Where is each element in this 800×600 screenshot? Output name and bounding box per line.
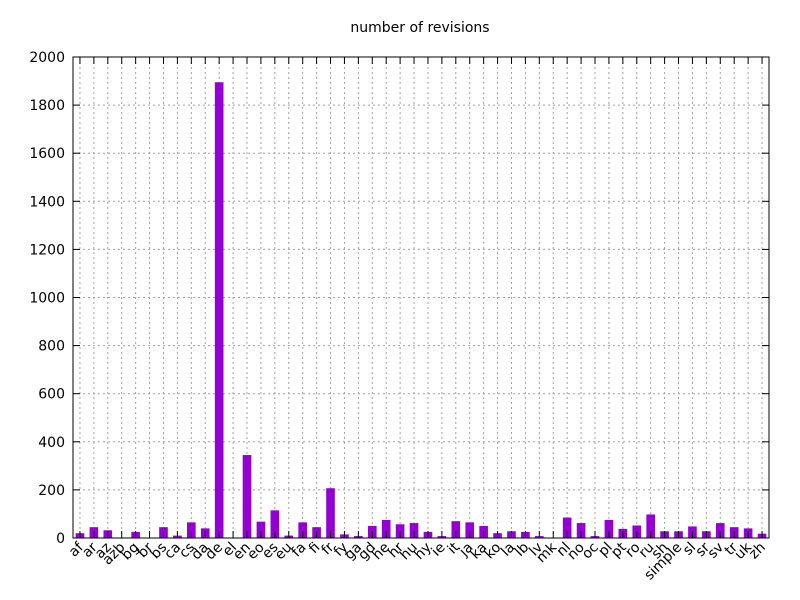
bars [75,82,767,538]
bar-pl [604,519,614,538]
y-tick-label: 0 [56,531,65,547]
bar-nl [562,517,572,538]
bar-hu [409,523,419,538]
bar-no [576,523,586,538]
bar-ru [646,514,655,538]
bar-fr [326,488,335,538]
y-tick-label: 1200 [29,242,65,258]
bar-sv [715,523,725,538]
bar-ja [465,522,475,538]
y-tick-label: 1000 [29,291,65,307]
chart-title: number of revisions [350,20,489,36]
y-tick-label: 200 [38,483,65,499]
x-tick-labels: afarazazbbgbrbscacsdadeeleneoeseufafifrf… [66,539,769,584]
y-tick-label: 1400 [29,194,65,210]
y-tick-label: 1800 [29,98,65,114]
bar-es [270,510,280,538]
axis-ticks [73,56,769,539]
y-tick-labels: 0 200 400 600 800 1000 1200 1400 1600 1800 2000 [29,50,65,547]
bar-fa [298,522,307,538]
y-tick-label: 1600 [29,146,65,162]
x-tick-label-ie: ie [429,540,449,560]
bar-it [451,521,461,538]
y-tick-label: 400 [38,435,65,451]
x-tick-label-fa: fa [289,540,310,561]
y-tick-label: 600 [38,387,65,403]
bar-de [214,82,224,538]
bar-eo [256,521,266,538]
y-tick-label: 2000 [29,50,65,66]
grid-lines [73,57,769,538]
bar-cs [187,522,196,538]
y-tick-label: 800 [38,339,65,355]
bar-he [381,519,391,538]
x-tick-label-zh: zh [746,540,769,563]
bar-en [242,455,252,538]
